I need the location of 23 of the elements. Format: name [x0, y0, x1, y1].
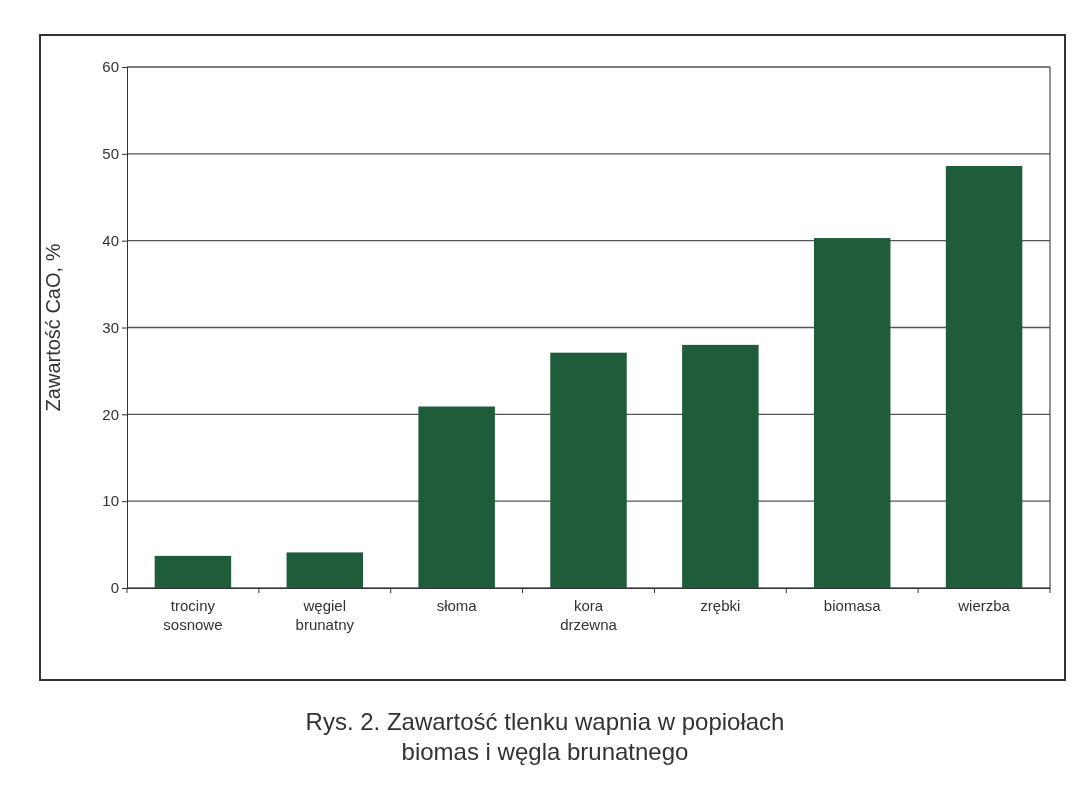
y-tick-label: 10	[102, 492, 119, 510]
bar	[945, 165, 1023, 588]
bar	[682, 344, 759, 588]
y-tick-label: 60	[102, 58, 119, 76]
x-tick-label: słoma	[436, 596, 478, 614]
y-tick-label: 40	[102, 231, 119, 249]
x-tick-label: kora drzewna	[560, 596, 618, 634]
x-tick-label: wierzba	[957, 596, 1011, 614]
bar	[418, 406, 495, 588]
bar	[286, 552, 364, 588]
text: Rys. 2. Zawartość tlenku wapnia w popiołach biomas i węgla brunatnego	[305, 708, 785, 765]
bar	[154, 555, 232, 588]
bar	[550, 352, 627, 588]
y-tick-label: 20	[102, 405, 119, 423]
x-tick-label: biomasa	[823, 596, 882, 614]
x-tick-label: trociny sosnowe	[163, 596, 223, 634]
x-tick-label: węgiel brunatny	[295, 596, 355, 634]
y-tick-label: 0	[110, 579, 119, 597]
bar	[813, 238, 891, 588]
y-tick-label: 50	[102, 145, 119, 163]
y-tick-label: 30	[102, 318, 119, 336]
y-axis-title: Zawartość CaO, %	[42, 243, 64, 412]
x-tick-label: zrębki	[700, 596, 741, 614]
